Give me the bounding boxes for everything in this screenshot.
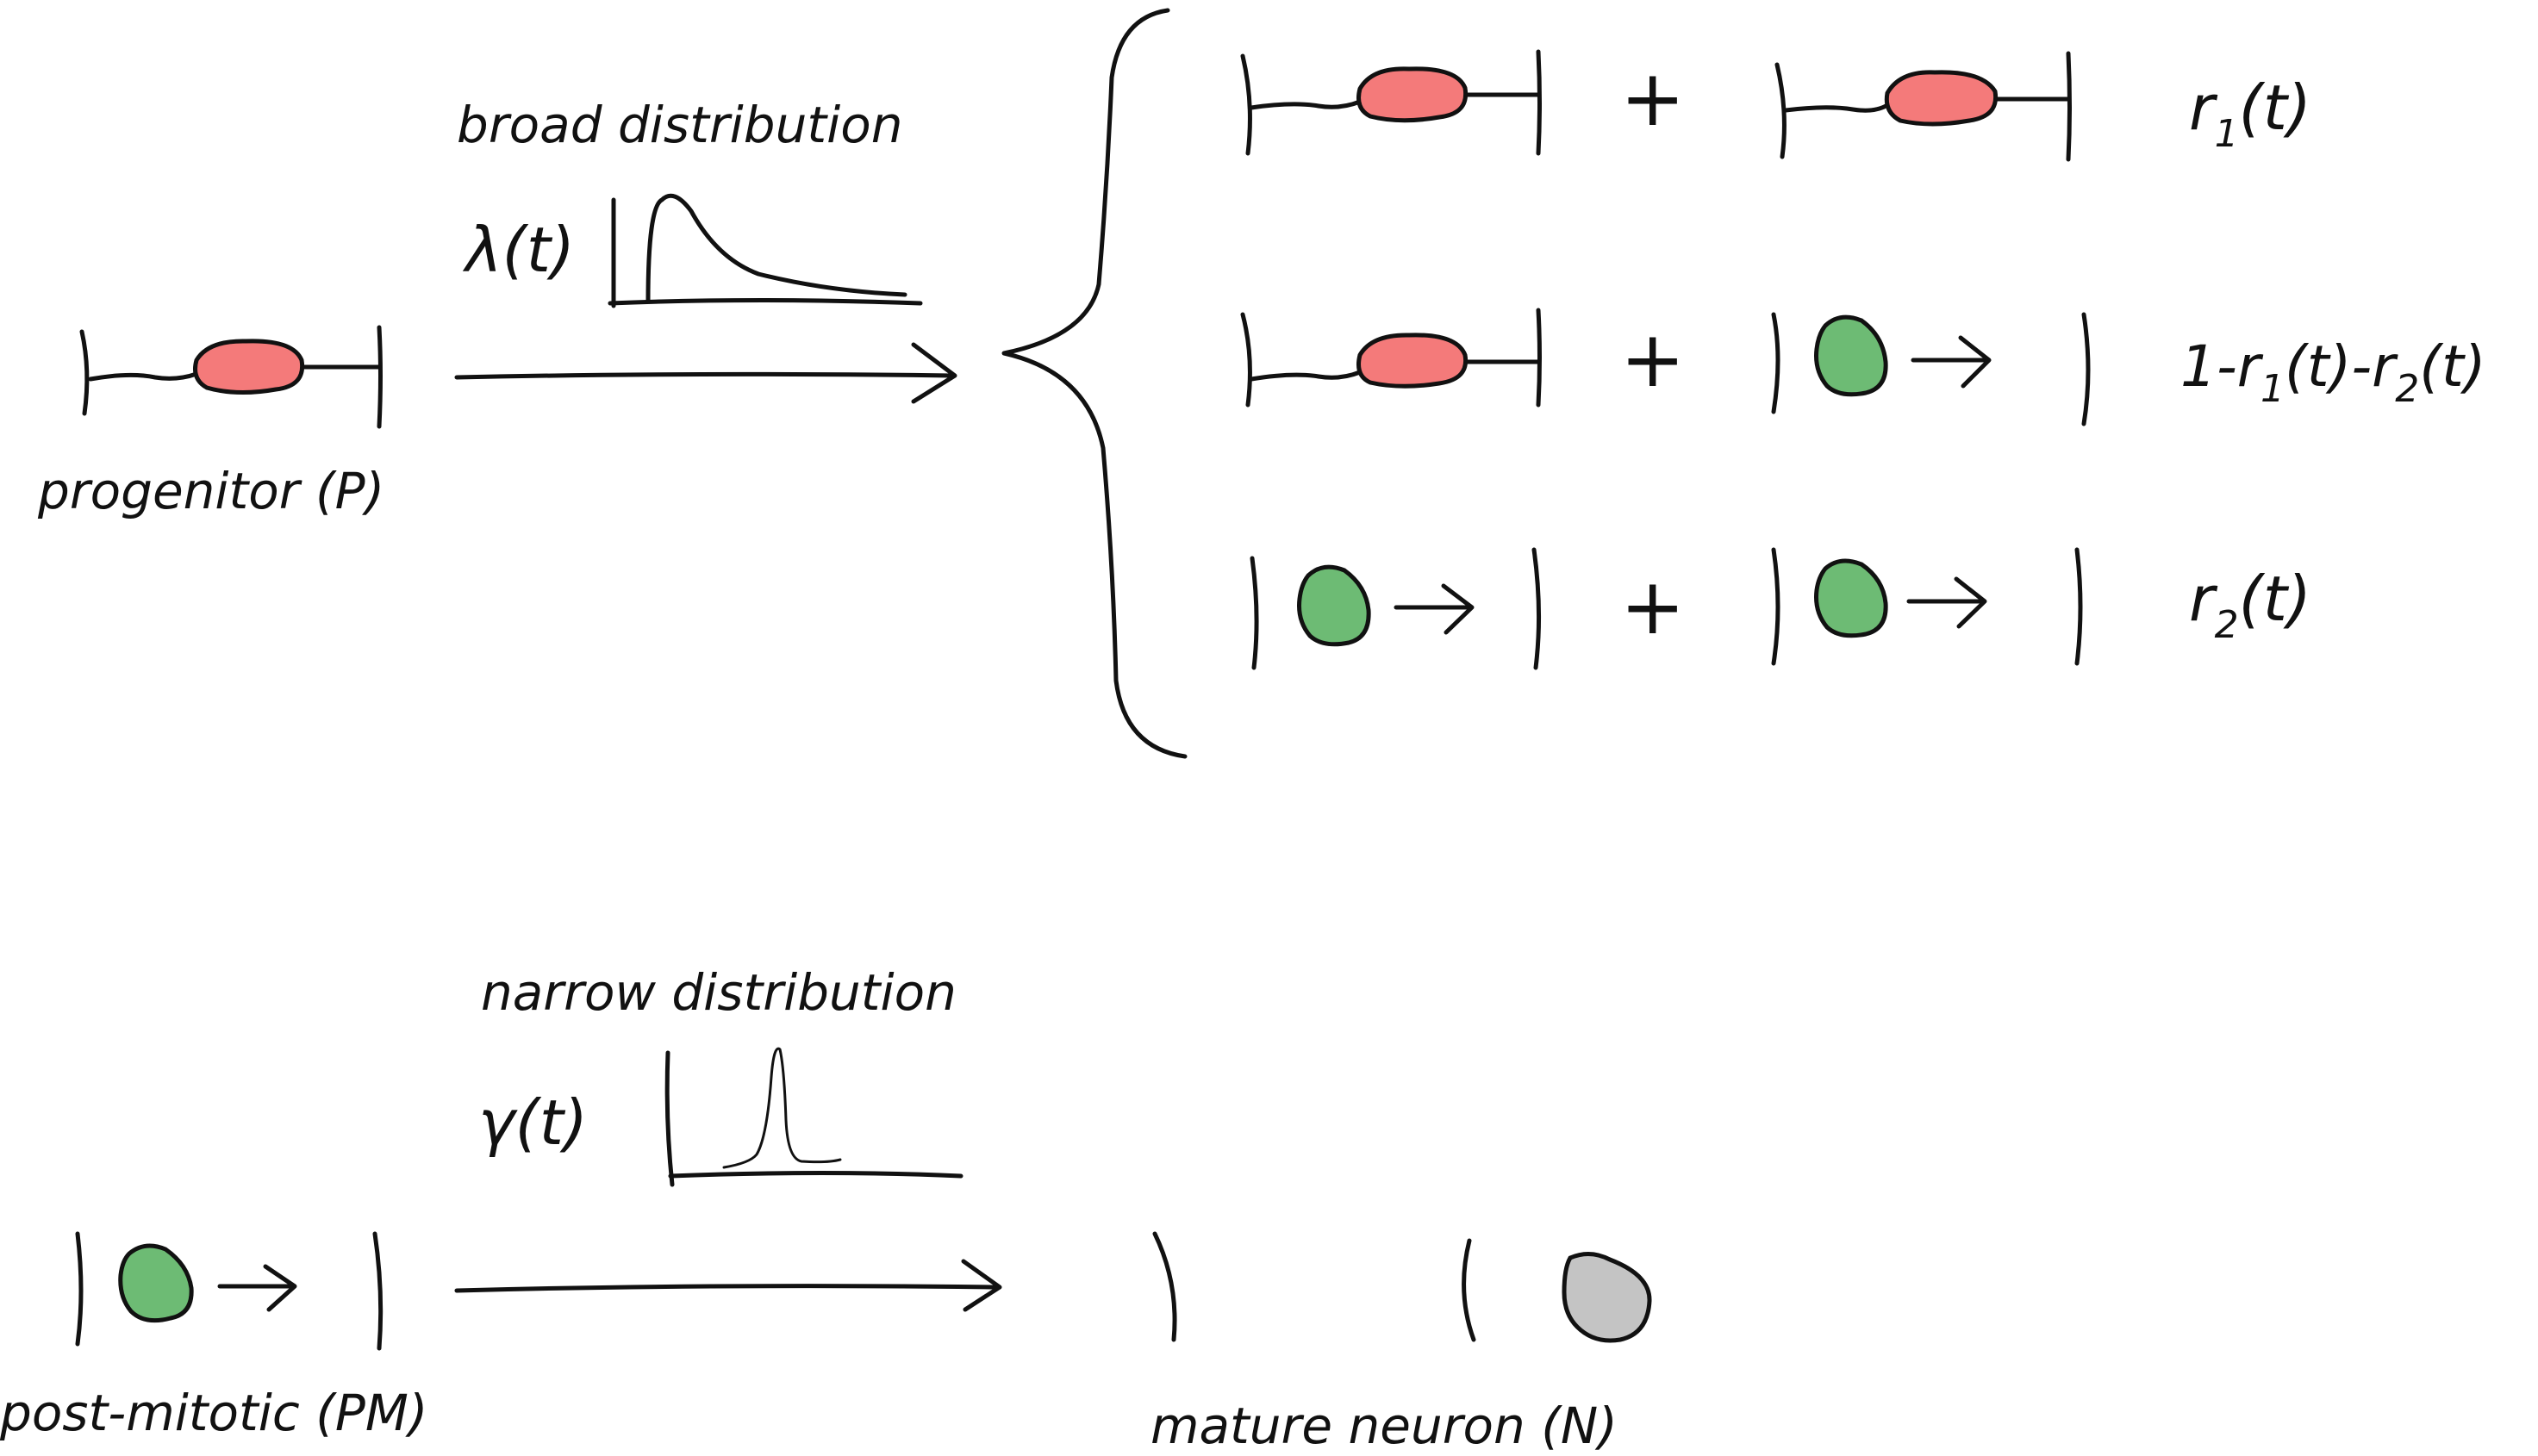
outcome-brace	[1001, 8, 1188, 759]
broad-distribution-label: broad distribution	[457, 96, 902, 154]
plus-sign: +	[1620, 314, 1685, 405]
narrow-distribution-curve	[664, 1047, 963, 1187]
progenitor-cell	[1240, 49, 1542, 156]
broad-distribution-curve	[608, 193, 923, 308]
lambda-label: λ(t)	[462, 214, 575, 286]
maturation-arrow	[454, 1259, 1002, 1312]
mature-neuron-cell	[1152, 1231, 1652, 1343]
outcome-row-3: + r2(t)	[1250, 547, 2311, 670]
mature-neuron-label: mature neuron (N)	[1151, 1397, 1618, 1455]
gamma-label: γ(t)	[478, 1086, 588, 1159]
post-mitotic-label: post-mitotic (PM)	[0, 1384, 427, 1442]
progenitor-cell	[1774, 51, 2072, 162]
narrow-distribution-label: narrow distribution	[481, 963, 957, 1022]
division-arrow	[454, 342, 957, 404]
post-mitotic-cell	[1771, 547, 2083, 666]
post-mitotic-cell	[1250, 547, 1542, 670]
post-mitotic-cell	[1771, 312, 2091, 426]
outcome-probability-mixed: 1-r1(t)-r2(t)	[2180, 333, 2486, 411]
post-mitotic-cell	[75, 1231, 384, 1351]
progenitor-label: progenitor (P)	[37, 462, 384, 520]
plus-sign: +	[1620, 53, 1685, 144]
progenitor-cell	[79, 325, 383, 429]
outcome-row-1: + r1(t)	[1240, 49, 2311, 162]
progenitor-cell	[1240, 308, 1542, 408]
outcome-probability-r1: r1(t)	[2189, 72, 2311, 156]
outcome-probability-r2: r2(t)	[2189, 563, 2311, 647]
plus-sign: +	[1620, 562, 1685, 652]
outcome-row-2: + 1-r1(t)-r2(t)	[1240, 308, 2486, 426]
